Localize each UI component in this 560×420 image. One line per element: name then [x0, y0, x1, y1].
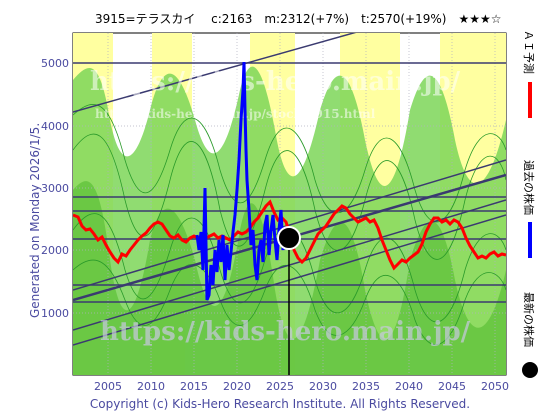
watermark: https://kids-hero.main.jp/ https://kids-…	[90, 67, 471, 347]
chart-title: 3915=テラスカイ c:2163 m:2312(+7%) t:2570(+19…	[95, 12, 502, 26]
green-band-lines	[73, 104, 506, 345]
x-tick-label: 2025	[266, 380, 294, 393]
y-axis: 5000 4000 3000 2000 1000	[41, 57, 69, 320]
x-tick-label: 2010	[137, 380, 165, 393]
legend-past-label: 過去の株価	[522, 160, 535, 215]
generated-date: Generated on Monday 2026/1/5.	[28, 122, 42, 318]
y-tick-label: 1000	[41, 307, 69, 320]
x-tick-label: 2050	[481, 380, 509, 393]
latest-price-marker	[277, 226, 301, 250]
svg-text:https://kids-hero.main.jp/: https://kids-hero.main.jp/	[100, 317, 471, 347]
x-tick-label: 2040	[395, 380, 423, 393]
y-tick-label: 4000	[41, 120, 69, 133]
x-tick-label: 2015	[180, 380, 208, 393]
y-tick-label: 3000	[41, 182, 69, 195]
copyright: Copyright (c) Kids-Hero Research Institu…	[89, 397, 471, 411]
x-tick-label: 2020	[223, 380, 251, 393]
x-tick-label: 2030	[309, 380, 337, 393]
legend-latest-swatch	[522, 362, 538, 378]
past-price-line	[195, 61, 291, 301]
y-tick-label: 2000	[41, 244, 69, 257]
svg-text:https://kids-hero.main.jp/: https://kids-hero.main.jp/	[90, 67, 461, 97]
legend-latest-label: 最新の株価	[522, 292, 535, 347]
legend-forecast-label: ＡＩ予測	[522, 30, 535, 74]
y-tick-label: 5000	[41, 57, 69, 70]
x-tick-label: 2035	[352, 380, 380, 393]
x-axis: 2005 2010 2015 2020 2025 2030 2035 2040 …	[94, 380, 509, 393]
svg-text:https://kids-hero.main.jp/stoc: https://kids-hero.main.jp/stock/3915.htm…	[95, 107, 376, 121]
green-band-lower	[73, 181, 506, 375]
x-tick-label: 2045	[438, 380, 466, 393]
x-tick-label: 2005	[94, 380, 122, 393]
